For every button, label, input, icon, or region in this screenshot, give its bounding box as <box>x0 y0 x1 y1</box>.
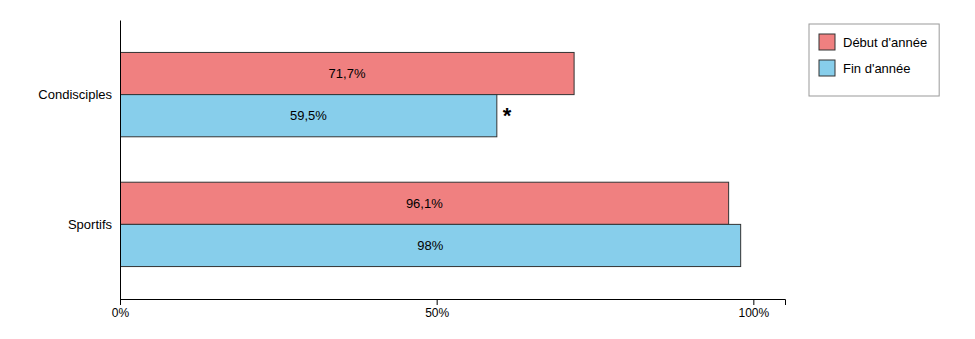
chart-svg: 71,7% 96,1% 59,5% 98% * 0% 50% 100% Condisciples… <box>0 0 975 339</box>
x-tick-label: 50% <box>425 306 449 320</box>
x-tick: 50% <box>425 299 449 320</box>
y-tick-label: Condisciples <box>38 87 112 102</box>
bar <box>120 182 729 224</box>
legend-label: Début d'année <box>843 35 927 50</box>
chart-container: 71,7% 96,1% 59,5% 98% * 0% 50% 100% Condisciples… <box>0 0 975 339</box>
y-tick-label: Sportifs <box>68 217 113 232</box>
bar <box>120 52 574 94</box>
bar <box>120 224 741 266</box>
x-tick: 0% <box>112 299 130 320</box>
y-axis-line <box>120 21 121 300</box>
annotation: * <box>503 103 512 128</box>
y-axis: Condisciples Sportifs <box>38 21 120 300</box>
bar <box>120 95 497 137</box>
data-label: 98% <box>417 238 443 253</box>
x-tick-mark <box>120 299 121 305</box>
legend-swatch <box>819 34 835 50</box>
plot-area: 71,7% 96,1% 59,5% 98% * 0% 50% 100% Condisciples… <box>38 21 785 320</box>
x-tick-mark <box>753 299 754 305</box>
x-tick: 100% <box>738 299 769 320</box>
legend-item: Fin d'année <box>819 60 911 76</box>
x-axis-line <box>121 300 786 306</box>
legend: Début d'année Fin d'année <box>809 24 939 96</box>
x-tick-label: 0% <box>112 306 130 320</box>
data-labels: 71,7% 96,1% 59,5% 98% <box>290 66 444 253</box>
x-tick-label: 100% <box>738 306 769 320</box>
legend-swatch <box>819 60 835 76</box>
bars <box>120 52 741 266</box>
data-label: 96,1% <box>406 196 443 211</box>
legend-frame <box>809 24 939 96</box>
x-axis: 0% 50% 100% <box>112 299 786 320</box>
data-label: 71,7% <box>329 66 366 81</box>
x-tick-mark <box>437 299 438 305</box>
y-tick: Sportifs <box>68 217 113 232</box>
legend-label: Fin d'année <box>843 61 911 76</box>
data-label: 59,5% <box>290 108 327 123</box>
y-tick: Condisciples <box>38 87 112 102</box>
legend-item: Début d'année <box>819 34 927 50</box>
